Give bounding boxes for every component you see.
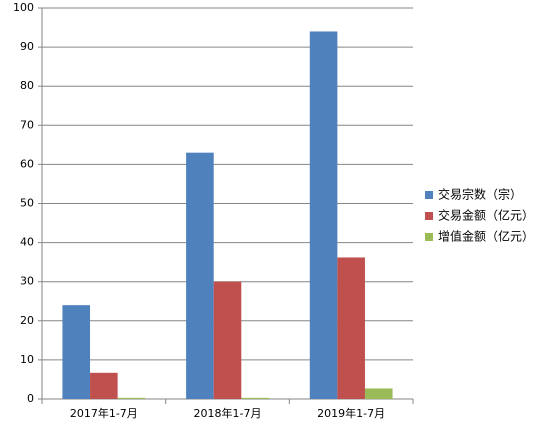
bar (337, 257, 365, 399)
y-tick-label: 60 (20, 157, 34, 170)
y-tick-label: 0 (27, 392, 34, 405)
y-tick-label: 10 (20, 353, 34, 366)
legend-label: 增值金额（亿元） (438, 229, 534, 244)
y-tick-label: 40 (20, 236, 34, 249)
y-tick-label: 100 (13, 1, 34, 14)
bar (213, 281, 242, 399)
bar (186, 152, 214, 399)
bar (241, 397, 269, 399)
y-tick-label: 70 (20, 118, 34, 131)
bar (117, 397, 146, 399)
legend-swatch (425, 191, 433, 199)
y-tick-label: 20 (20, 314, 34, 327)
legend: 交易宗数（宗） 交易金额（亿元） 增值金额（亿元） (425, 187, 534, 244)
y-tick-label: 50 (20, 197, 34, 210)
legend-label: 交易金额（亿元） (438, 208, 534, 223)
x-tick-label: 2018年1-7月 (194, 406, 262, 420)
legend-swatch (425, 233, 433, 241)
x-tick-label: 2019年1-7月 (317, 406, 385, 420)
bar (364, 388, 393, 399)
y-tick-label: 90 (20, 40, 34, 53)
legend-swatch (425, 212, 433, 220)
legend-label: 交易宗数（宗） (438, 187, 522, 202)
bar (309, 31, 338, 400)
y-tick-label: 80 (20, 79, 34, 92)
bar (90, 372, 118, 399)
bar (62, 305, 91, 399)
x-tick-label: 2017年1-7月 (70, 406, 138, 420)
y-tick-label: 30 (20, 275, 34, 288)
